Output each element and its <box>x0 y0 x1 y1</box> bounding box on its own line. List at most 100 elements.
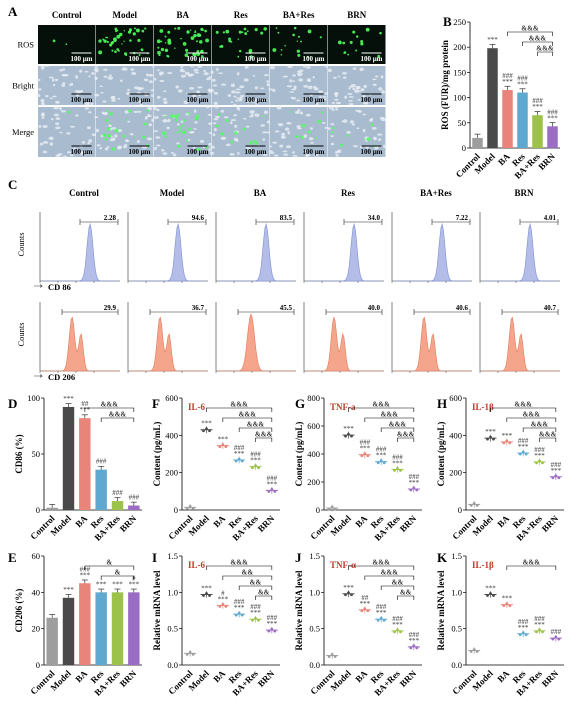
sig-mark: *** <box>234 450 245 458</box>
point-h-control <box>469 504 473 507</box>
cell-mark <box>48 136 54 141</box>
scale-bar-label: 100 μm <box>244 96 266 104</box>
point-h-ba <box>508 441 512 445</box>
cell-mark <box>210 89 214 93</box>
cell-mark <box>253 98 259 102</box>
fluorescence-dot <box>141 29 145 33</box>
cell-mark <box>347 93 353 95</box>
gate-value-cd206-model: 36.7 <box>192 304 205 312</box>
cell-mark <box>108 74 112 77</box>
sig-mark: ### <box>502 72 513 80</box>
bracket-label-g: &&& <box>389 421 407 429</box>
fluorescence-dot <box>280 48 283 51</box>
cell-mark <box>180 120 184 124</box>
bracket-label-d: &&& <box>101 401 119 409</box>
significance-bracket <box>507 31 553 36</box>
sig-mark: *** <box>267 480 278 488</box>
sig-mark: ### <box>376 446 387 454</box>
y-tick-label-j: 1.0 <box>309 587 320 597</box>
point-k-model <box>492 594 495 597</box>
scale-bar-label: 100 μm <box>302 148 324 156</box>
sig-mark: *** <box>80 571 91 579</box>
point-f-res <box>240 459 244 463</box>
cell-mark <box>192 94 197 98</box>
fluorescence-dot <box>215 124 219 128</box>
bar-e-control <box>46 617 58 665</box>
cell-mark <box>235 88 241 91</box>
cell-mark <box>322 95 327 98</box>
micrograph-merge-control <box>38 107 96 157</box>
bar-e-ba <box>79 583 91 665</box>
sig-mark: *** <box>518 624 529 632</box>
fluorescence-dot <box>174 27 177 30</box>
fluorescence-dot <box>133 27 137 30</box>
fluorescence-dot <box>194 116 199 121</box>
fluorescence-dot <box>182 119 186 122</box>
point-k-model <box>489 592 492 595</box>
point-i-res <box>237 611 241 615</box>
column-header-ba: BA <box>176 10 189 20</box>
histogram-cd206-control <box>42 316 118 372</box>
cell-mark <box>360 88 365 92</box>
cell-mark <box>153 130 159 133</box>
bracket-label-h: &&& <box>514 401 532 409</box>
cell-mark <box>127 120 131 123</box>
cell-mark <box>39 142 44 146</box>
fluorescence-dot <box>170 114 174 118</box>
cell-mark <box>287 65 293 69</box>
sig-mark: *** <box>96 580 107 588</box>
fluorescence-dot <box>200 49 204 54</box>
cell-mark <box>69 125 75 128</box>
fluorescence-dot <box>109 112 113 116</box>
cell-mark <box>349 120 354 124</box>
y-tick-label-f: 200 <box>165 468 178 478</box>
sig-mark: *** <box>376 609 387 617</box>
cell-mark <box>103 75 108 78</box>
fluorescence-dot <box>205 146 209 149</box>
fluorescence-dot <box>297 35 301 38</box>
x-tick-label-d-brn: BRN <box>118 513 139 534</box>
point-h-ba <box>502 441 506 445</box>
fluorescence-dot <box>116 48 119 51</box>
sig-mark: ### <box>267 614 278 622</box>
cell-mark <box>101 111 105 115</box>
fluorescence-dot <box>143 122 147 126</box>
fluorescence-dot <box>105 118 109 122</box>
cell-mark <box>363 84 367 89</box>
sig-mark: ## <box>361 594 369 602</box>
cell-mark <box>246 100 249 103</box>
cell-mark <box>377 133 383 136</box>
gate-value-cd206-control: 29.9 <box>104 304 117 312</box>
cell-mark <box>102 100 107 103</box>
flow-header-model: Model <box>160 188 185 198</box>
cell-mark <box>161 114 167 117</box>
fluorescence-dot <box>67 110 71 114</box>
fluorescence-dot <box>194 31 197 34</box>
fluorescence-dot <box>346 134 349 137</box>
point-i-model <box>205 592 208 595</box>
cell-mark <box>61 83 66 87</box>
cell-mark <box>309 141 315 144</box>
cell-mark <box>305 113 311 117</box>
gate-value-cd86-ba-res: 7.22 <box>456 214 469 222</box>
y-tick-label-b: 250 <box>453 17 466 27</box>
chart-title-j: TNF-α <box>330 560 356 570</box>
fluorescence-dot <box>176 131 179 134</box>
fluorescence-dot <box>228 37 231 41</box>
cell-mark <box>122 67 126 71</box>
cell-mark <box>372 83 377 87</box>
cell-mark <box>153 117 159 119</box>
fluorescence-dot <box>177 26 181 30</box>
cell-mark <box>378 87 383 91</box>
sig-mark: *** <box>409 637 420 645</box>
point-j-control <box>330 653 334 656</box>
x-tick-label-k-ba: BA <box>495 668 511 684</box>
cell-mark <box>378 138 382 141</box>
column-header-res: Res <box>234 10 248 20</box>
significance-bracket <box>522 427 557 432</box>
cell-mark <box>274 130 280 133</box>
cell-mark <box>78 90 84 92</box>
scale-bar-label: 100 μm <box>128 148 150 156</box>
y-tick-label-g: 0 <box>316 505 320 515</box>
scale-bar-label: 100 μm <box>186 96 208 104</box>
